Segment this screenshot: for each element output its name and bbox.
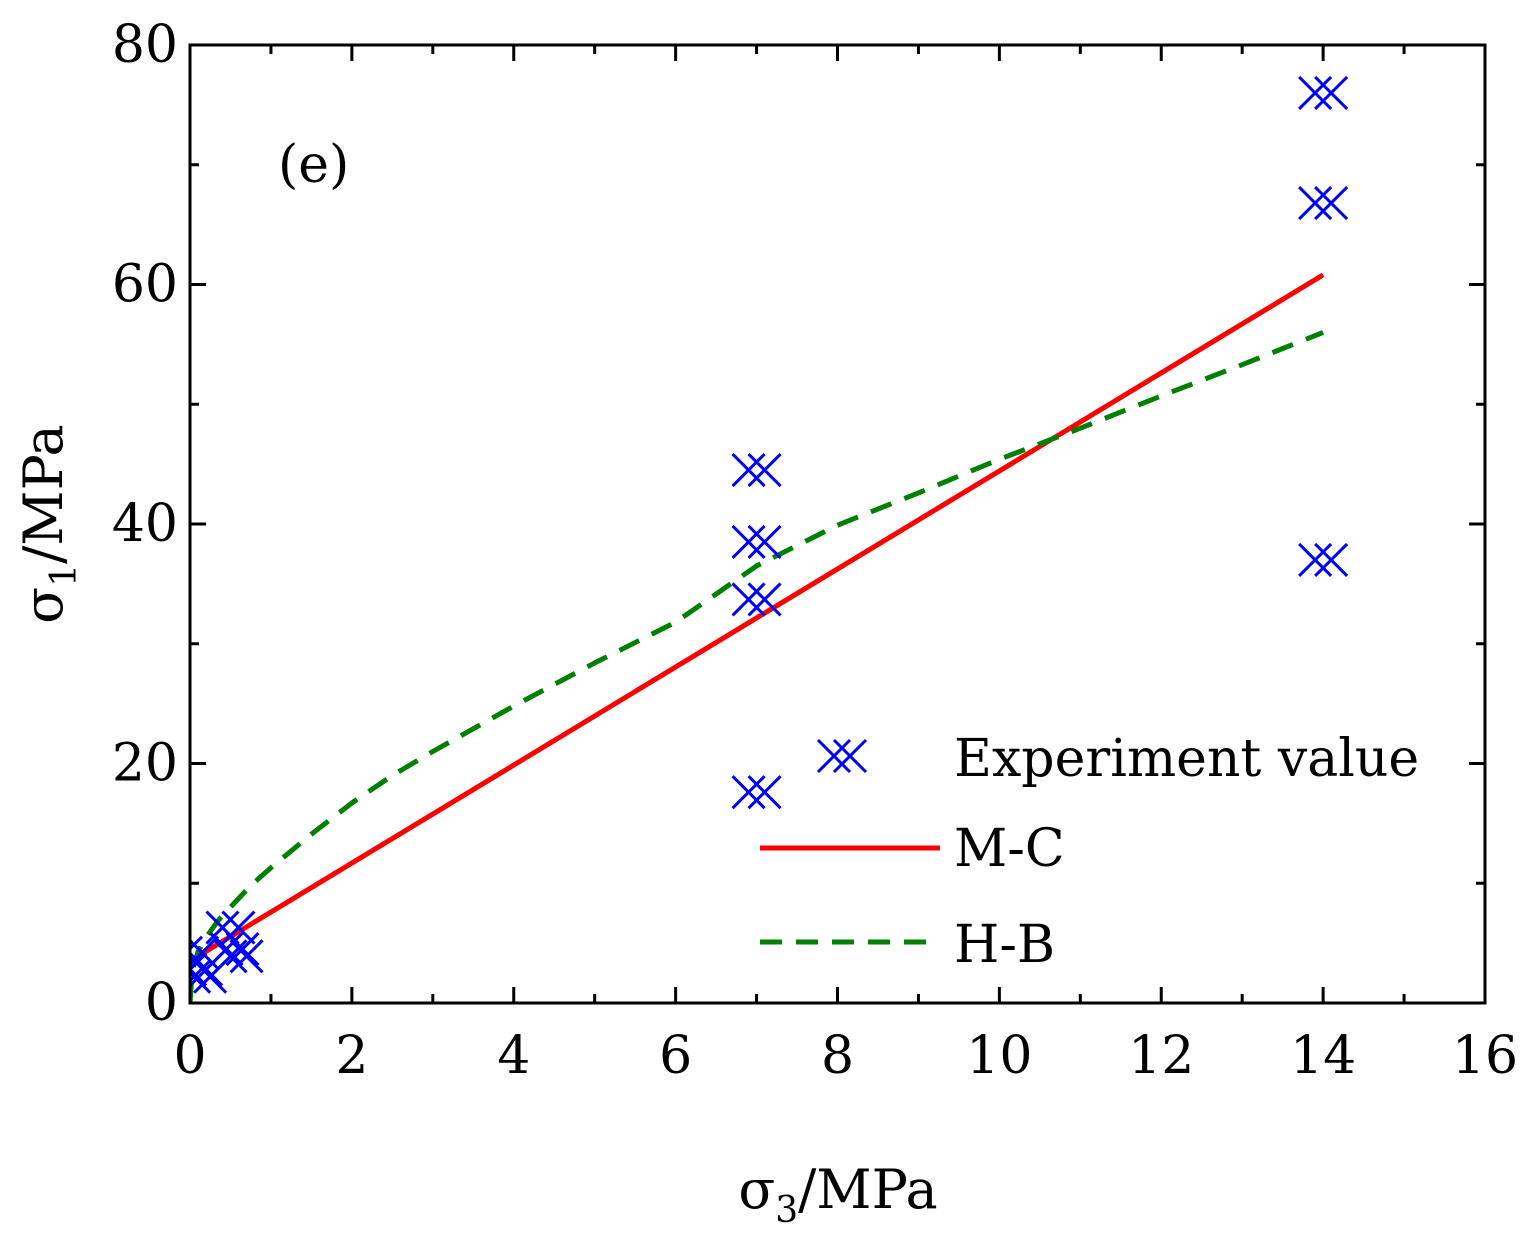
legend: Experiment value M-C H-B <box>760 729 1419 975</box>
y-axis-unit: /MPa <box>12 424 75 564</box>
plot-frame <box>188 43 1487 1005</box>
x-tick-label: 8 <box>821 1026 854 1086</box>
y-axis-symbol: σ <box>12 587 75 624</box>
x-axis-unit: /MPa <box>798 1158 938 1221</box>
x-tick-label: 0 <box>173 1026 206 1086</box>
x-tick-label: 10 <box>966 1026 1032 1086</box>
y-tick-label: 40 <box>112 494 178 554</box>
x-tick-label: 4 <box>497 1026 530 1086</box>
experiment-point <box>1298 186 1349 221</box>
experiment-point <box>209 932 260 967</box>
y-tick-label: 0 <box>145 973 178 1033</box>
legend-label-hb: H-B <box>954 915 1055 975</box>
x-tick-label: 6 <box>659 1026 692 1086</box>
experiment-point <box>1298 75 1349 110</box>
x-tick-label: 12 <box>1128 1026 1194 1086</box>
hb-curve <box>190 330 1325 1003</box>
legend-label-mc: M-C <box>954 819 1065 879</box>
experiment-point <box>731 453 782 488</box>
y-tick-label: 80 <box>112 15 178 75</box>
x-axis-subscript: 3 <box>775 1190 798 1231</box>
series-layer <box>190 75 1349 1003</box>
experiment-point <box>1298 542 1349 577</box>
experiment-point <box>213 939 264 974</box>
experiment-point <box>731 524 782 560</box>
x-tick-label: 16 <box>1452 1026 1518 1086</box>
y-tick-label: 60 <box>112 255 178 315</box>
x-axis-symbol: σ <box>738 1158 775 1221</box>
y-axis-title: σ1/MPa <box>12 424 85 623</box>
legend-label-experiment: Experiment value <box>954 729 1419 789</box>
ticks-layer: 0 2 4 6 8 10 12 14 16 0 20 40 60 80 <box>112 15 1518 1086</box>
x-tick-label: 2 <box>335 1026 368 1086</box>
x-axis-title: σ3/MPa <box>738 1158 937 1231</box>
x-tick-label: 14 <box>1290 1026 1356 1086</box>
mc-line <box>190 272 1325 964</box>
panel-label: (e) <box>278 135 349 195</box>
experiment-point <box>731 775 782 810</box>
legend-marker-experiment <box>816 738 868 774</box>
experiment-point <box>731 582 782 617</box>
y-axis-subscript: 1 <box>44 564 85 587</box>
y-tick-label: 20 <box>112 734 178 794</box>
